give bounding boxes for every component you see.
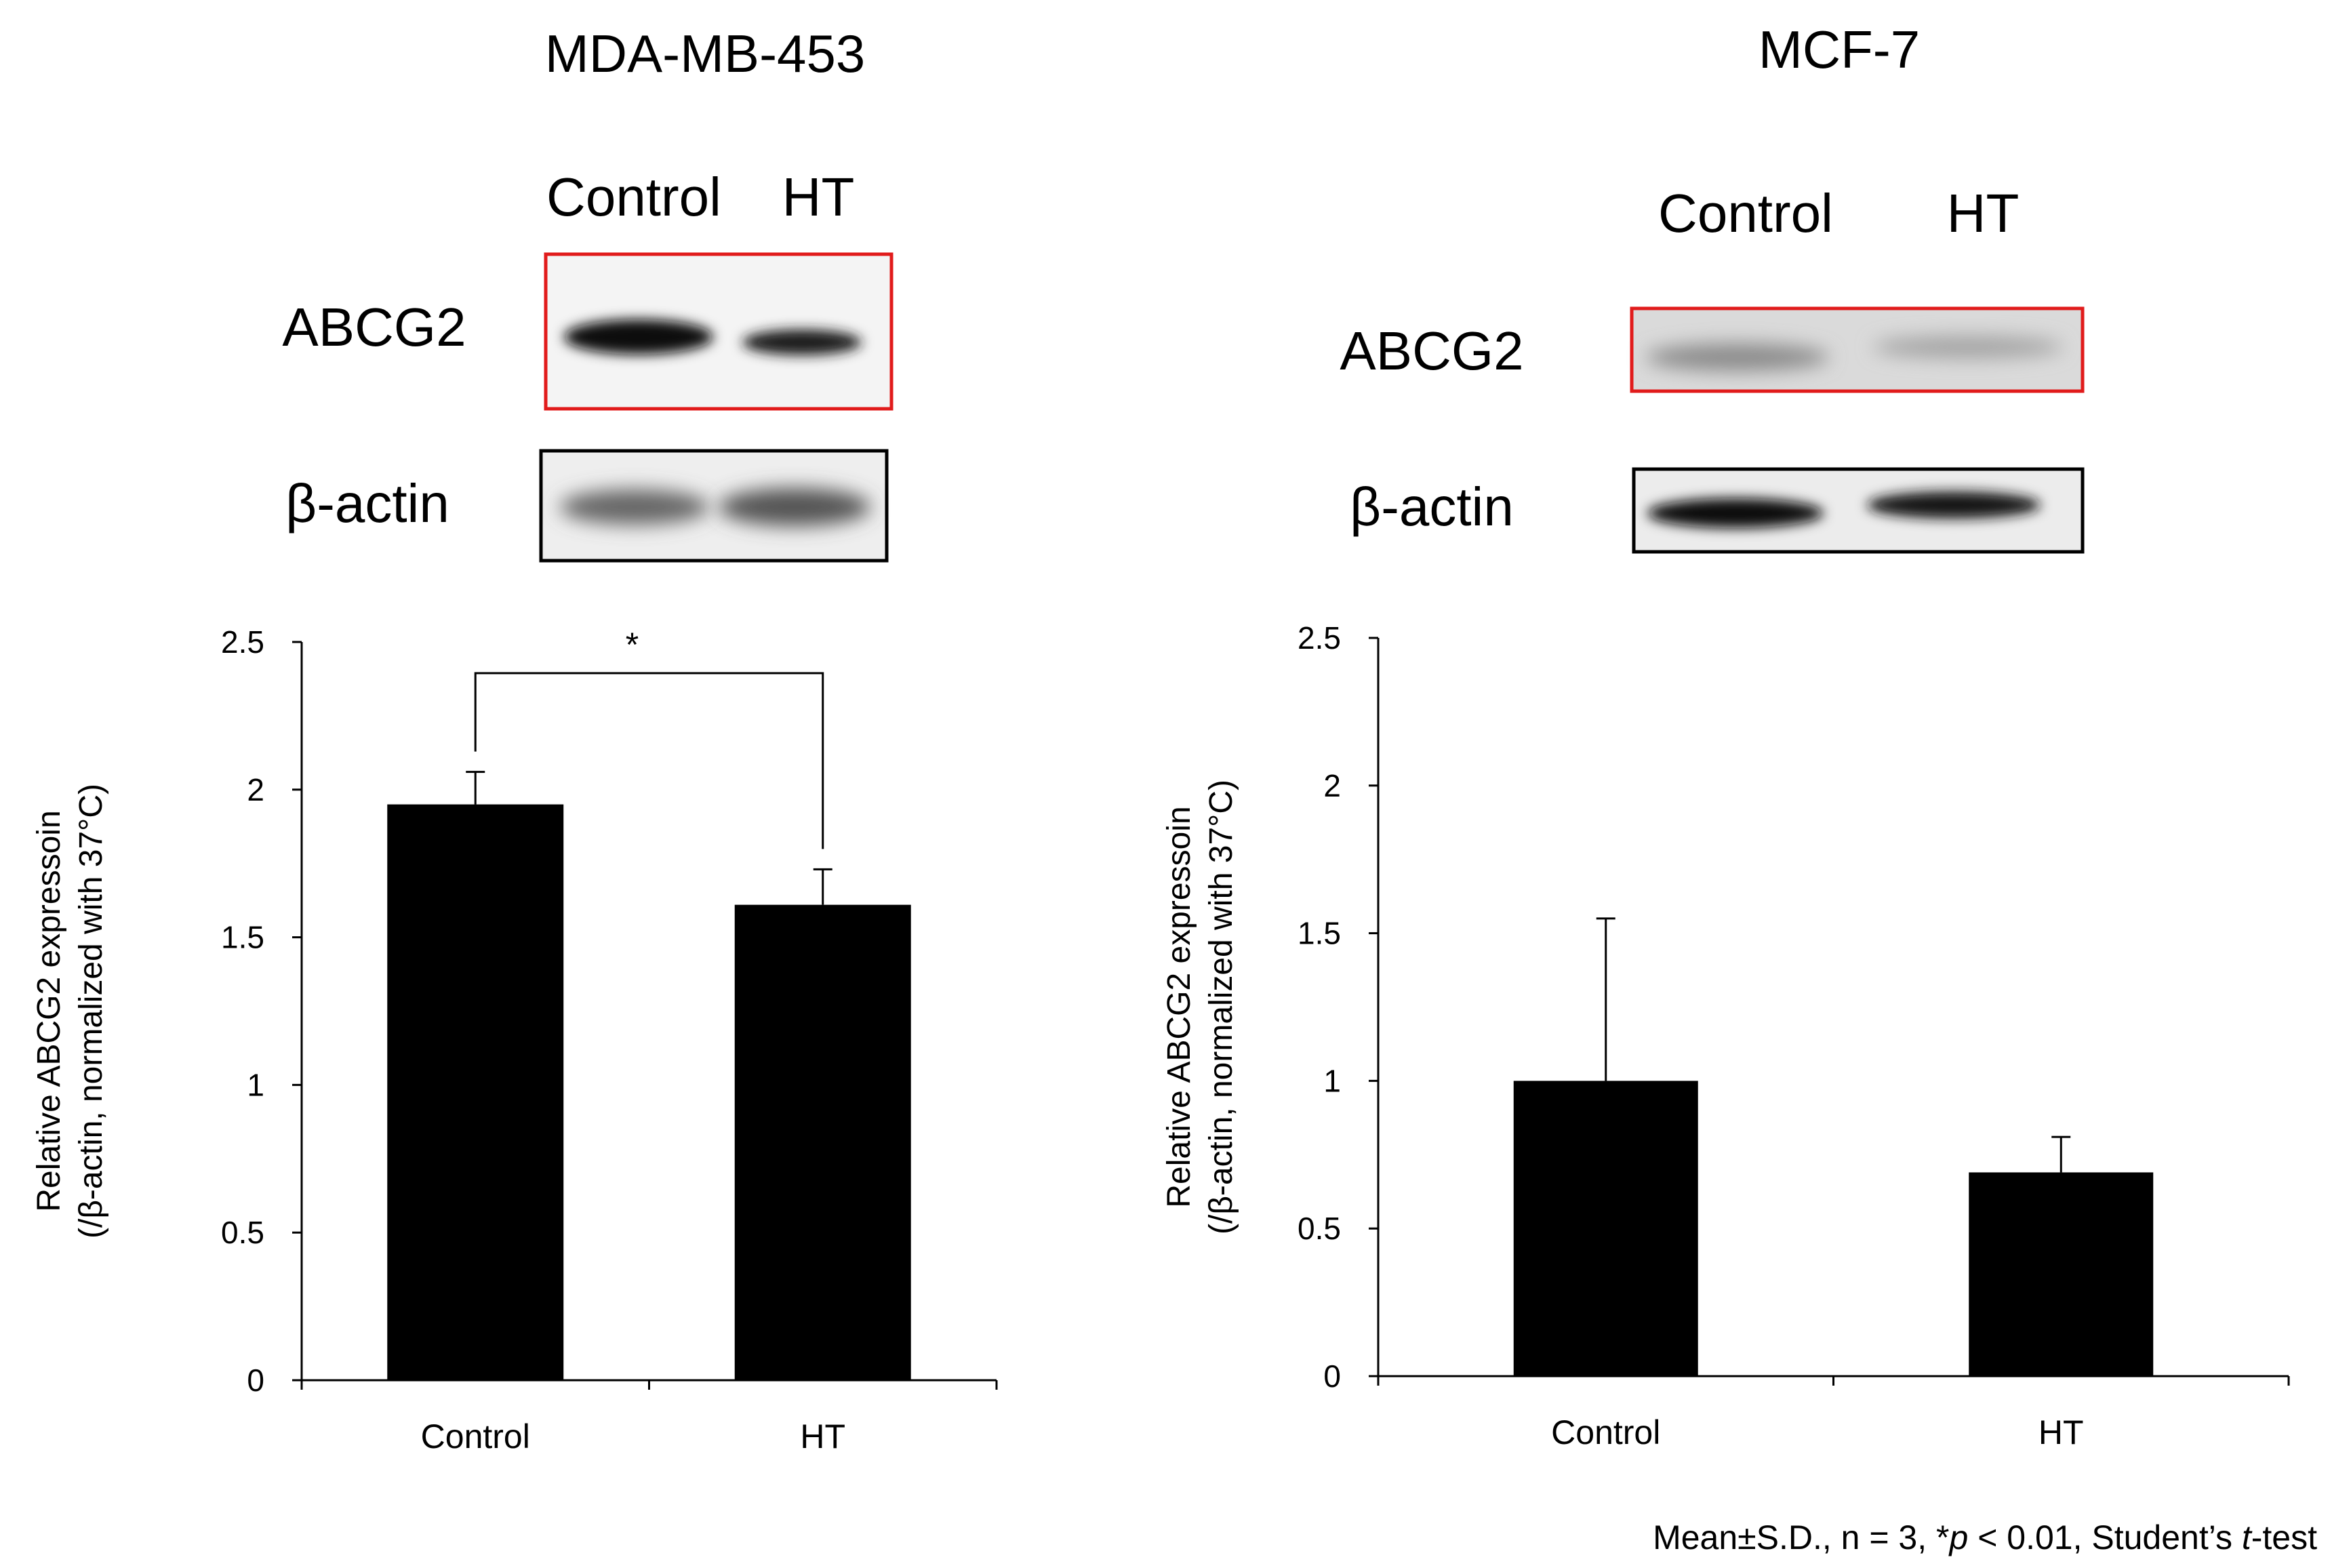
lane-label-control: Control	[1658, 183, 1833, 243]
western-blot-beta-actin	[1632, 467, 2085, 554]
y-axis-label-line1: Relative ABCG2 expressoin	[1161, 806, 1197, 1207]
y-axis-label-line1: Relative ABCG2 expressoin	[31, 810, 67, 1211]
western-blot-abcg2	[544, 252, 893, 411]
footnote-part2: < 0.01, Student’s	[1968, 1519, 2242, 1556]
bar-control	[1513, 1081, 1698, 1376]
footnote-p: p	[1948, 1519, 1968, 1556]
significance-bracket	[474, 672, 824, 849]
y-tick-label: 1	[247, 1067, 264, 1102]
western-blot-abcg2	[1630, 306, 2085, 393]
blot-band-ht	[719, 488, 870, 526]
y-tick-label: 0.5	[1298, 1211, 1341, 1246]
blot-border	[539, 449, 889, 563]
protein-label-abcg2: ABCG2	[1340, 321, 1523, 381]
y-tick-label: 2.5	[1298, 620, 1341, 656]
y-tick-label: 1.5	[221, 920, 264, 955]
footnote-part1: Mean±S.D., n = 3, *	[1653, 1519, 1949, 1556]
panel-mcf-7: MCF-7 Control HT ABCG2 β-actin Relative …	[1161, 20, 2290, 1451]
western-blot-beta-actin	[539, 449, 889, 563]
blot-border	[1632, 467, 2085, 554]
y-tick-label: 2.5	[221, 624, 264, 660]
footnote-t: t	[2242, 1519, 2253, 1556]
y-tick-label: 0	[1323, 1359, 1341, 1394]
y-tick-label: 0.5	[221, 1215, 264, 1250]
y-axis-label: Relative ABCG2 expressoin (/β-actin, nor…	[1161, 780, 1239, 1234]
panel-title: MCF-7	[1759, 20, 1920, 79]
x-category-label: Control	[421, 1418, 530, 1455]
protein-label-abcg2: ABCG2	[282, 297, 466, 357]
blot-border	[544, 252, 893, 411]
blot-band-ht	[742, 329, 862, 355]
bar-chart-mcf-7: Relative ABCG2 expressoin (/β-actin, nor…	[1161, 620, 2290, 1451]
blot-band-control	[1646, 344, 1829, 371]
blot-border	[1630, 306, 2085, 393]
bar-control	[387, 804, 564, 1380]
y-axis-label-line2: (/β-actin, normalized with 37°C)	[1203, 780, 1239, 1234]
bar-chart-mda-mb-453: Relative ABCG2 expressoin (/β-actin, nor…	[31, 624, 998, 1455]
y-tick-label: 2	[247, 772, 264, 807]
footnote-part3: -test	[2251, 1519, 2317, 1556]
blot-band-ht	[1867, 491, 2041, 519]
blot-band-control	[1647, 498, 1824, 528]
x-category-label: HT	[2038, 1413, 2084, 1451]
protein-label-beta-actin: β-actin	[285, 473, 449, 534]
lane-label-ht: HT	[1947, 183, 2020, 243]
blot-band-control	[564, 319, 713, 355]
blot-band-control	[560, 489, 709, 525]
footnote: Mean±S.D., n = 3, *p < 0.01, Student’s t…	[1653, 1519, 2317, 1556]
x-category-label: Control	[1551, 1413, 1660, 1451]
y-tick-label: 1	[1323, 1063, 1341, 1098]
y-tick-label: 1.5	[1298, 916, 1341, 951]
bar-ht	[1969, 1172, 2154, 1376]
y-tick-label: 2	[1323, 768, 1341, 803]
panel-title: MDA-MB-453	[545, 24, 865, 83]
lane-label-ht: HT	[782, 167, 855, 227]
panel-mda-mb-453: MDA-MB-453 Control HT ABCG2 β-actin Rela…	[31, 24, 998, 1455]
y-axis-label: Relative ABCG2 expressoin (/β-actin, nor…	[31, 784, 109, 1239]
blot-band-ht	[1873, 336, 2063, 358]
protein-label-beta-actin: β-actin	[1350, 477, 1514, 537]
y-axis-label-line2: (/β-actin, normalized with 37°C)	[73, 784, 109, 1239]
x-category-label: HT	[800, 1418, 845, 1455]
y-tick-label: 0	[247, 1363, 264, 1398]
lane-label-control: Control	[546, 167, 721, 227]
significance-marker: *	[626, 626, 639, 664]
bar-ht	[734, 904, 911, 1380]
